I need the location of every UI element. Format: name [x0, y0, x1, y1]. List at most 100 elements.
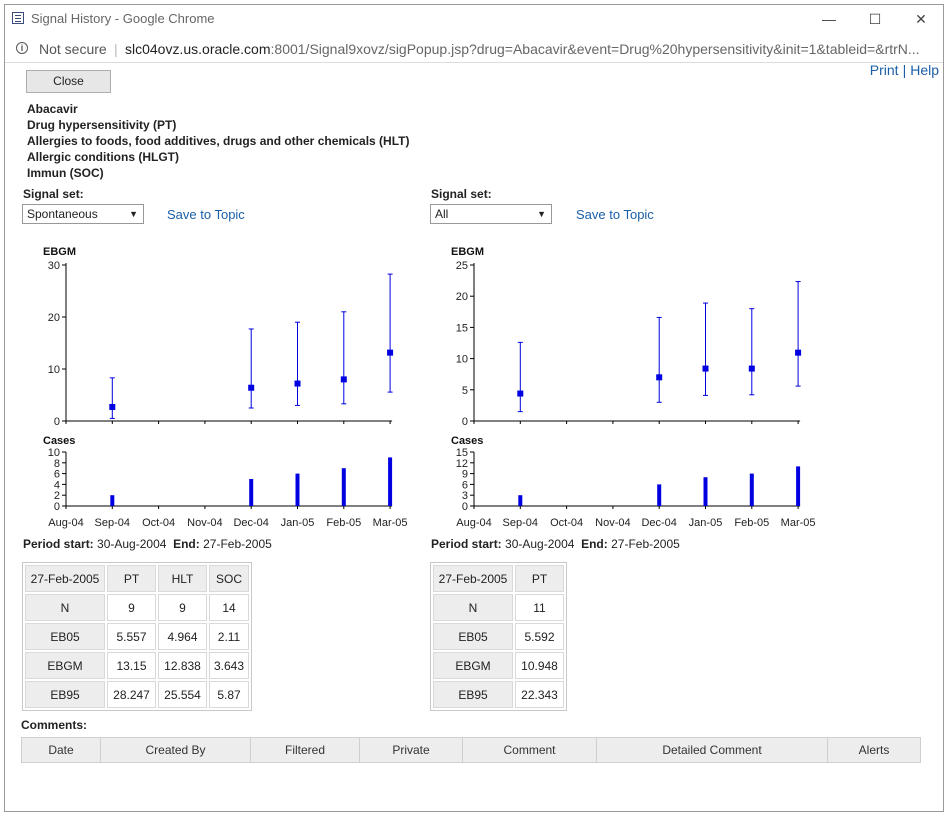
- y-tick-label: 12: [456, 458, 468, 470]
- bar: [749, 473, 754, 506]
- x-tick-label: Feb-05: [734, 517, 769, 529]
- soc-term: Immun (SOC): [27, 166, 104, 180]
- table-cell: 28.247: [107, 681, 156, 708]
- data-point: [387, 349, 394, 356]
- save-to-topic-link[interactable]: Save to Topic: [167, 207, 245, 222]
- y-tick-label: 6: [54, 469, 60, 481]
- data-point: [517, 390, 524, 397]
- column-header-private[interactable]: Private: [360, 738, 463, 762]
- signal-set-value: Spontaneous: [27, 207, 98, 221]
- x-tick-label: Jan-05: [281, 517, 315, 529]
- y-tick-label: 10: [48, 364, 60, 376]
- chart-title: EBGM: [451, 246, 484, 258]
- bar: [796, 466, 801, 506]
- close-button[interactable]: Close: [26, 70, 111, 93]
- url-text[interactable]: slc04ovz.us.oracle.com:8001/Signal9xovz/…: [125, 41, 920, 57]
- row-label: EB95: [25, 681, 105, 708]
- x-tick-label: Aug-04: [456, 517, 491, 529]
- bar: [341, 468, 346, 506]
- signal-set-select[interactable]: Spontaneous ▼: [22, 204, 144, 224]
- dropdown-arrow-icon: ▼: [537, 209, 546, 219]
- maximize-icon[interactable]: ☐: [868, 11, 882, 27]
- title-bar: Signal History - Google Chrome — ☐ ✕: [5, 5, 943, 32]
- bar: [249, 479, 254, 506]
- period-end: 27-Feb-2005: [203, 537, 272, 551]
- signal-set-select[interactable]: All ▼: [430, 204, 552, 224]
- table-cell: 4.964: [158, 623, 207, 650]
- column-header-date[interactable]: Date: [22, 738, 101, 762]
- signal-set-value: All: [435, 207, 449, 221]
- y-tick-label: 0: [54, 416, 60, 428]
- column-header-created-by[interactable]: Created By: [101, 738, 251, 762]
- period-end-label: End:: [581, 537, 608, 551]
- header-cell: PT: [515, 565, 564, 592]
- term-hierarchy: Abacavir Drug hypersensitivity (PT) Alle…: [27, 101, 410, 181]
- data-point: [340, 376, 347, 383]
- print-link[interactable]: Print: [869, 62, 899, 78]
- chart-title: Cases: [43, 435, 75, 447]
- data-point: [248, 384, 255, 391]
- chart-title: EBGM: [43, 246, 76, 258]
- pt-term: Drug hypersensitivity (PT): [27, 118, 177, 132]
- table-header-row: 27-Feb-2005 PT: [433, 565, 564, 592]
- window-title: Signal History - Google Chrome: [31, 11, 215, 26]
- x-tick-label: Nov-04: [595, 517, 630, 529]
- app-icon: [12, 12, 24, 24]
- table-cell: 9: [158, 594, 207, 621]
- comments-table-header: Date Created By Filtered Private Comment…: [21, 737, 921, 763]
- save-to-topic-link[interactable]: Save to Topic: [576, 207, 654, 222]
- y-tick-label: 20: [456, 291, 468, 303]
- address-separator: |: [114, 41, 118, 57]
- data-point: [109, 403, 116, 410]
- table-cell: 22.343: [515, 681, 564, 708]
- bar: [657, 484, 662, 506]
- table-row: N 9 9 14: [25, 594, 249, 621]
- row-label: EBGM: [433, 652, 513, 679]
- table-cell: 12.838: [158, 652, 207, 679]
- table-cell: 11: [515, 594, 564, 621]
- dropdown-arrow-icon: ▼: [129, 209, 138, 219]
- table-row: EB05 5.592: [433, 623, 564, 650]
- table-row: EBGM 10.948: [433, 652, 564, 679]
- bar: [703, 477, 708, 506]
- column-header-detailed-comment[interactable]: Detailed Comment: [597, 738, 828, 762]
- minimize-icon[interactable]: —: [822, 11, 836, 27]
- period-start-label: Period start:: [431, 537, 502, 551]
- period-start: 30-Aug-2004: [505, 537, 575, 551]
- x-tick-label: Dec-04: [233, 517, 268, 529]
- security-status[interactable]: Not secure: [39, 41, 107, 57]
- table-row: EB05 5.557 4.964 2.11: [25, 623, 249, 650]
- data-point: [702, 365, 709, 372]
- y-tick-label: 10: [456, 354, 468, 366]
- period-start-label: Period start:: [23, 537, 94, 551]
- y-tick-label: 30: [48, 260, 60, 272]
- address-bar[interactable]: i Not secure | slc04ovz.us.oracle.com:80…: [5, 33, 943, 63]
- row-label: EBGM: [25, 652, 105, 679]
- bar: [518, 495, 523, 506]
- header-cell: 27-Feb-2005: [433, 565, 513, 592]
- column-header-alerts[interactable]: Alerts: [858, 743, 890, 757]
- bar: [295, 473, 300, 506]
- close-window-icon[interactable]: ✕: [915, 11, 927, 27]
- hlt-term: Allergies to foods, food additives, drug…: [27, 134, 410, 148]
- y-tick-label: 0: [462, 501, 468, 513]
- row-label: N: [25, 594, 105, 621]
- links-separator: |: [902, 62, 907, 78]
- y-tick-label: 6: [462, 479, 468, 491]
- help-link[interactable]: Help: [910, 62, 939, 78]
- table-cell: 5.87: [209, 681, 249, 708]
- data-point: [294, 380, 301, 387]
- column-header-comment[interactable]: Comment: [463, 738, 597, 762]
- table-cell: 5.592: [515, 623, 564, 650]
- info-icon[interactable]: i: [16, 42, 28, 54]
- y-tick-label: 2: [54, 490, 60, 502]
- data-point: [748, 365, 755, 372]
- table-cell: 25.554: [158, 681, 207, 708]
- table-cell: 14: [209, 594, 249, 621]
- y-tick-label: 25: [456, 260, 468, 272]
- column-header-filtered[interactable]: Filtered: [251, 738, 360, 762]
- table-row: N 11: [433, 594, 564, 621]
- y-tick-label: 15: [456, 447, 468, 459]
- table-row: EBGM 13.15 12.838 3.643: [25, 652, 249, 679]
